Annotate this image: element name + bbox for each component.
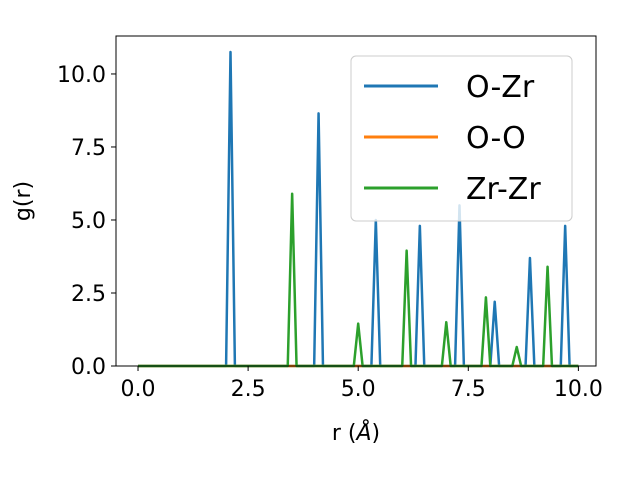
x-tick-label: 10.0 (554, 377, 603, 402)
legend: O-Zr O-O Zr-Zr (350, 55, 573, 222)
y-axis-title: g(r) (11, 181, 36, 221)
x-axis: 0.0 2.5 5.0 7.5 10.0 (121, 366, 603, 402)
legend-label-o-zr: O-Zr (466, 70, 535, 105)
legend-label-o-o: O-O (466, 121, 526, 156)
plot-frame (115, 35, 597, 367)
x-tick-label: 2.5 (231, 377, 266, 402)
y-tick-label: 2.5 (71, 282, 106, 307)
legend-label-zr-zr: Zr-Zr (466, 172, 541, 207)
y-tick-label: 0.0 (71, 355, 106, 380)
x-tick-label: 0.0 (121, 377, 156, 402)
y-tick-label: 5.0 (71, 209, 106, 234)
y-tick-label: 7.5 (71, 136, 106, 161)
y-tick-label: 10.0 (57, 63, 106, 88)
x-axis-title: r (Å) (332, 419, 380, 446)
y-axis: 0.0 2.5 5.0 7.5 10.0 (57, 63, 116, 380)
x-tick-label: 7.5 (451, 377, 486, 402)
legend-box (350, 55, 573, 222)
x-tick-label: 5.0 (341, 377, 376, 402)
